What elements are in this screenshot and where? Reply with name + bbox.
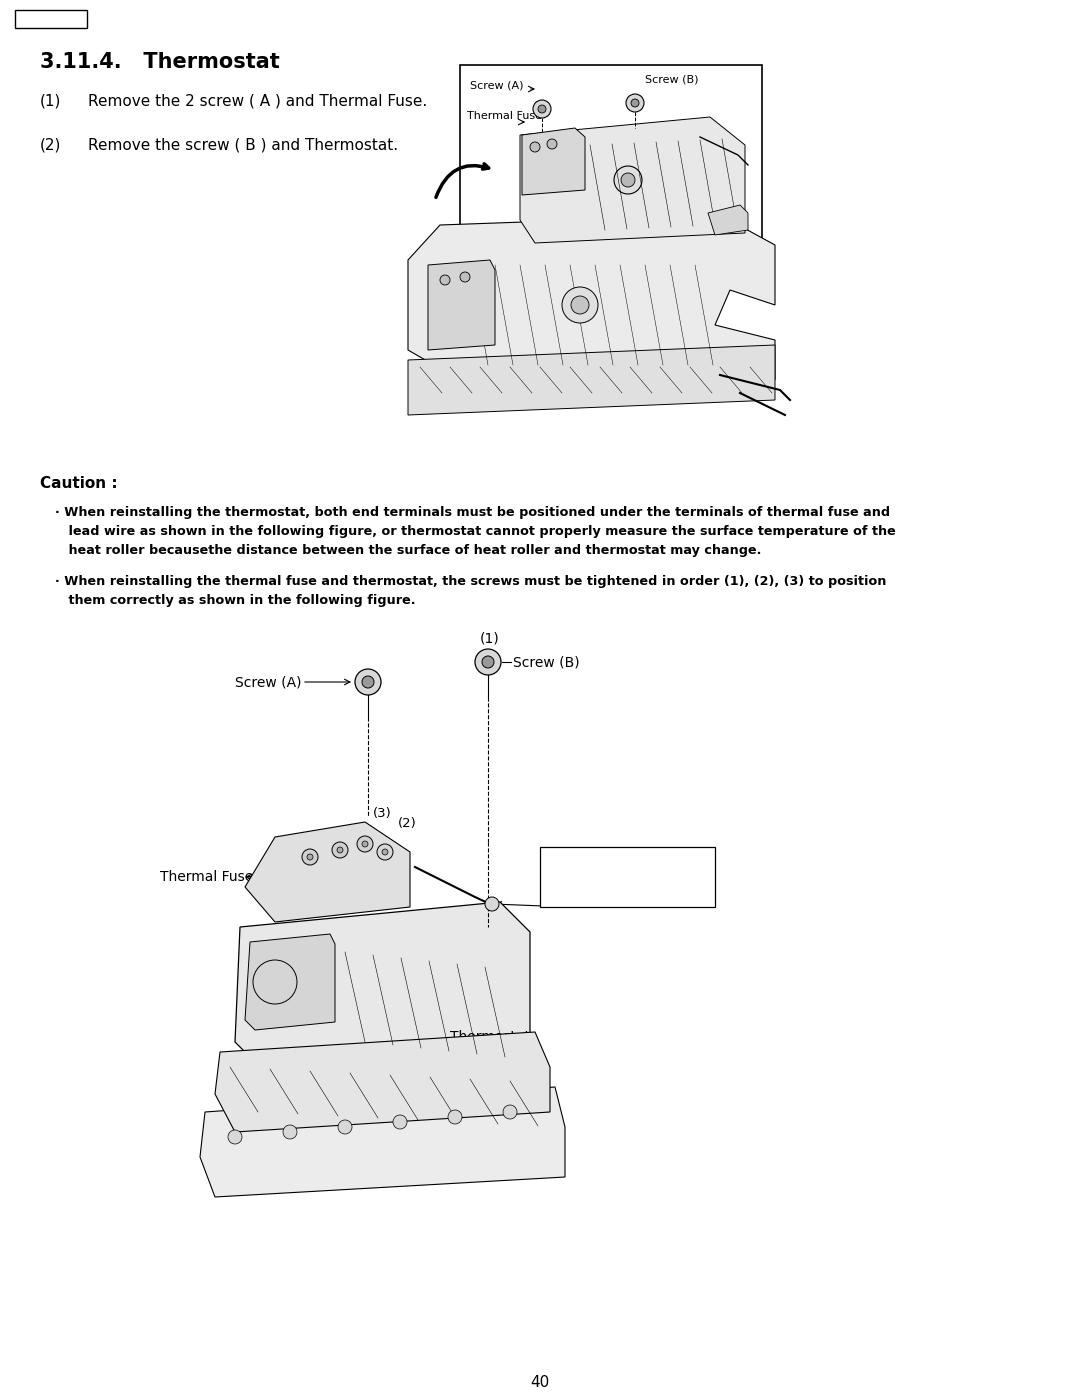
FancyBboxPatch shape xyxy=(540,847,715,907)
Text: Screw (A): Screw (A) xyxy=(470,81,524,91)
Text: (1): (1) xyxy=(40,94,62,108)
Circle shape xyxy=(382,849,388,855)
Text: · When reinstalling the thermal fuse and thermostat, the screws must be tightene: · When reinstalling the thermal fuse and… xyxy=(55,576,887,588)
Text: Remove the 2 screw ( A ) and Thermal Fuse.: Remove the 2 screw ( A ) and Thermal Fus… xyxy=(87,94,428,108)
Polygon shape xyxy=(200,1087,565,1197)
Text: as shown.: as shown. xyxy=(548,883,610,895)
Polygon shape xyxy=(519,117,745,243)
Circle shape xyxy=(530,142,540,152)
Circle shape xyxy=(503,1105,517,1119)
Polygon shape xyxy=(235,902,530,1077)
Text: KX-P7100: KX-P7100 xyxy=(25,14,77,24)
Circle shape xyxy=(355,669,381,694)
Text: Thermostat: Thermostat xyxy=(660,173,724,183)
Circle shape xyxy=(571,296,589,314)
Text: 3.11.4.   Thermostat: 3.11.4. Thermostat xyxy=(40,52,280,73)
Circle shape xyxy=(631,99,639,108)
Circle shape xyxy=(283,1125,297,1139)
Polygon shape xyxy=(215,1032,550,1132)
Polygon shape xyxy=(708,205,748,235)
Polygon shape xyxy=(428,260,495,351)
Circle shape xyxy=(448,1111,462,1125)
Circle shape xyxy=(332,842,348,858)
Polygon shape xyxy=(245,821,410,922)
Circle shape xyxy=(228,1130,242,1144)
Text: Thermal Fuse: Thermal Fuse xyxy=(467,110,542,122)
Circle shape xyxy=(362,676,374,687)
Polygon shape xyxy=(245,935,335,1030)
Circle shape xyxy=(377,844,393,861)
Text: (3): (3) xyxy=(373,807,392,820)
Circle shape xyxy=(626,94,644,112)
Text: (2): (2) xyxy=(399,817,417,830)
Circle shape xyxy=(337,847,343,854)
Polygon shape xyxy=(522,129,585,196)
FancyBboxPatch shape xyxy=(460,66,762,260)
Circle shape xyxy=(393,1115,407,1129)
Polygon shape xyxy=(408,345,775,415)
Circle shape xyxy=(621,173,635,187)
Text: Thermal Fuse: Thermal Fuse xyxy=(160,870,253,884)
Circle shape xyxy=(546,138,557,149)
Text: · When reinstalling the thermostat, both end terminals must be positioned under : · When reinstalling the thermostat, both… xyxy=(55,506,890,520)
Circle shape xyxy=(485,897,499,911)
Text: Remove the screw ( B ) and Thermostat.: Remove the screw ( B ) and Thermostat. xyxy=(87,138,399,154)
Text: (1): (1) xyxy=(481,631,500,645)
Text: 40: 40 xyxy=(530,1375,550,1390)
Circle shape xyxy=(475,650,501,675)
Text: heat roller becausethe distance between the surface of heat roller and thermosta: heat roller becausethe distance between … xyxy=(55,543,761,557)
Circle shape xyxy=(307,854,313,861)
Circle shape xyxy=(482,657,494,668)
Text: Screw (B): Screw (B) xyxy=(645,75,699,85)
Circle shape xyxy=(615,166,642,194)
Text: Screw (A): Screw (A) xyxy=(235,675,301,689)
Text: (Bottom Side View): (Bottom Side View) xyxy=(502,240,609,250)
Circle shape xyxy=(440,275,450,285)
Text: Caution :: Caution : xyxy=(40,476,118,490)
Circle shape xyxy=(538,105,546,113)
Text: lead wire as shown in the following figure, or thermostat cannot properly measur: lead wire as shown in the following figu… xyxy=(55,525,895,538)
Circle shape xyxy=(562,286,598,323)
Circle shape xyxy=(302,849,318,865)
Circle shape xyxy=(338,1120,352,1134)
Circle shape xyxy=(460,272,470,282)
Circle shape xyxy=(362,841,368,847)
FancyBboxPatch shape xyxy=(15,10,87,28)
Text: them correctly as shown in the following figure.: them correctly as shown in the following… xyxy=(55,594,416,608)
Text: Attach at the rivet side: Attach at the rivet side xyxy=(548,861,692,875)
Circle shape xyxy=(534,101,551,117)
Text: Thermostat: Thermostat xyxy=(450,1030,530,1044)
Text: Screw (B): Screw (B) xyxy=(513,655,580,669)
Polygon shape xyxy=(408,215,775,380)
Circle shape xyxy=(357,835,373,852)
Text: (2): (2) xyxy=(40,138,62,154)
